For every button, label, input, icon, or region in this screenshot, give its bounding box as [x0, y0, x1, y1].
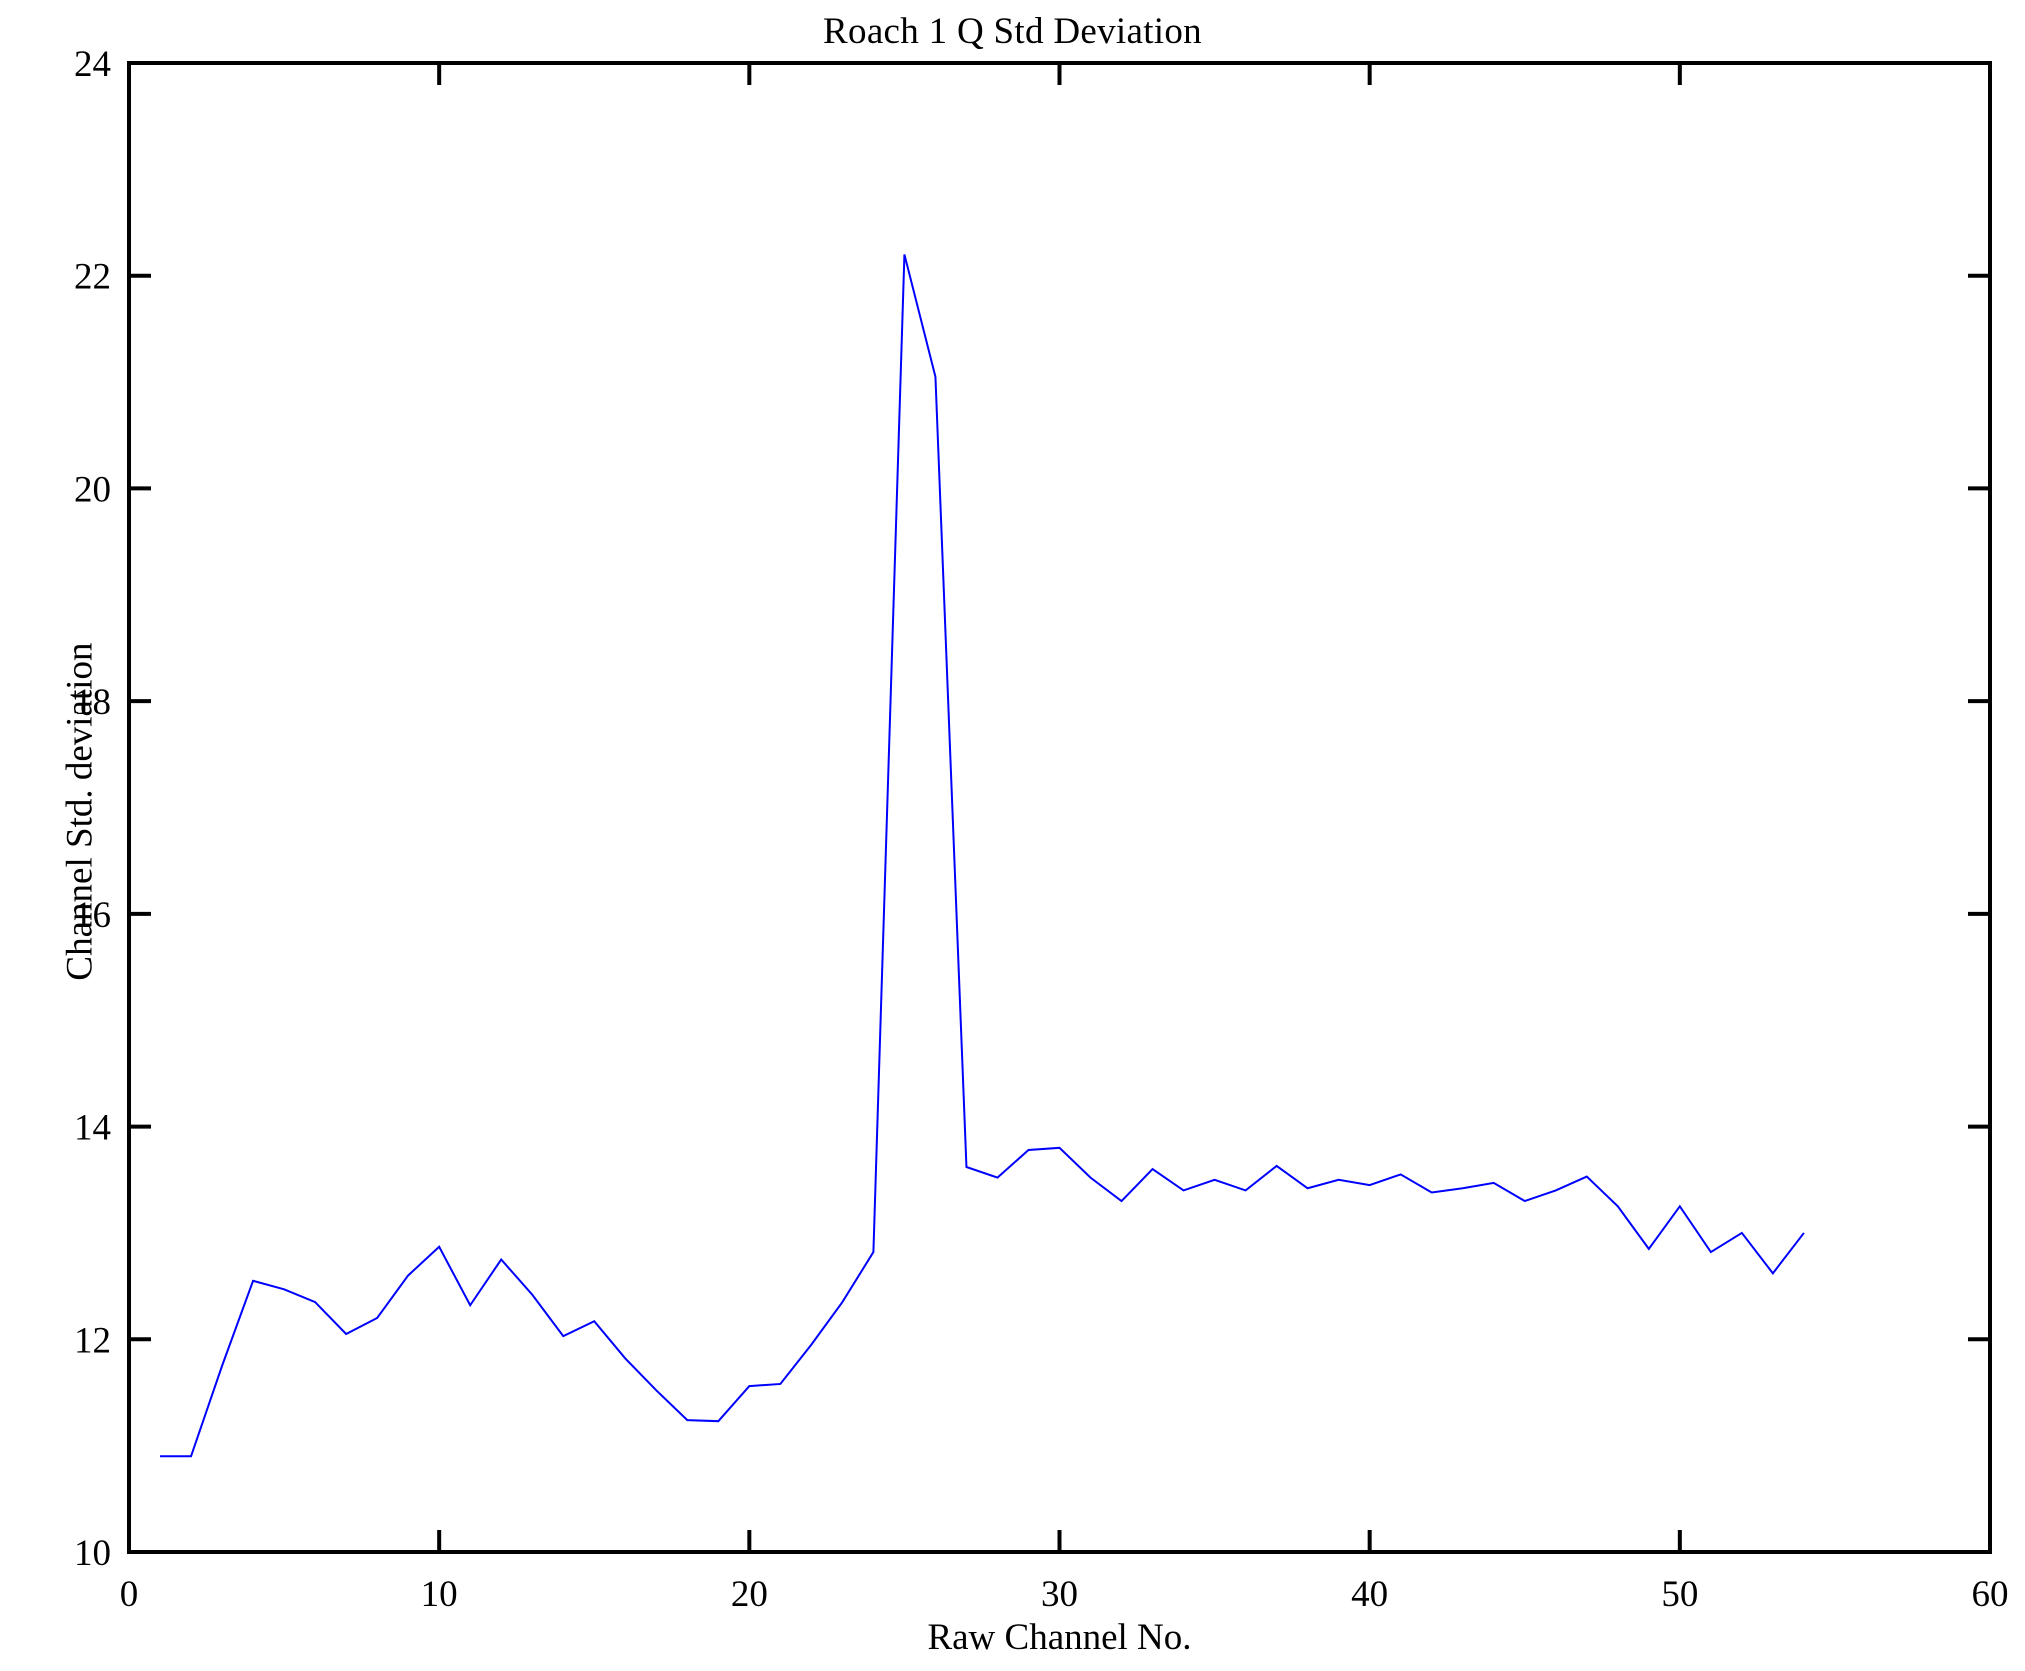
plot-border: [127, 61, 1992, 1554]
axes-frame: [127, 61, 1992, 1554]
y-tick-label: 20: [74, 469, 111, 510]
chart-title: Roach 1 Q Std Deviation: [823, 11, 1202, 52]
x-tick-label: 60: [1972, 1574, 2009, 1615]
x-tick-label: 0: [120, 1574, 139, 1615]
data-line: [160, 254, 1805, 1458]
y-tick-label: 24: [74, 44, 111, 85]
x-axis-ticks: 0 10 20 30 40 50 60: [120, 63, 2009, 1615]
y-tick-label: 22: [74, 257, 111, 298]
y-tick-label: 14: [74, 1108, 111, 1149]
y-tick-label: 10: [74, 1533, 111, 1574]
x-tick-label: 40: [1351, 1574, 1388, 1615]
x-tick-label: 30: [1041, 1574, 1078, 1615]
x-axis-label: Raw Channel No.: [927, 1617, 1192, 1658]
data-series-group: [160, 254, 1805, 1458]
y-axis-ticks: 10 12 14 16 18 20 22 24: [74, 44, 1990, 1574]
y-tick-label: 16: [74, 895, 111, 936]
x-tick-label: 10: [421, 1574, 458, 1615]
y-tick-label: 12: [74, 1320, 111, 1361]
x-tick-label: 20: [731, 1574, 768, 1615]
x-tick-label: 50: [1661, 1574, 1698, 1615]
y-tick-label: 18: [74, 682, 111, 723]
